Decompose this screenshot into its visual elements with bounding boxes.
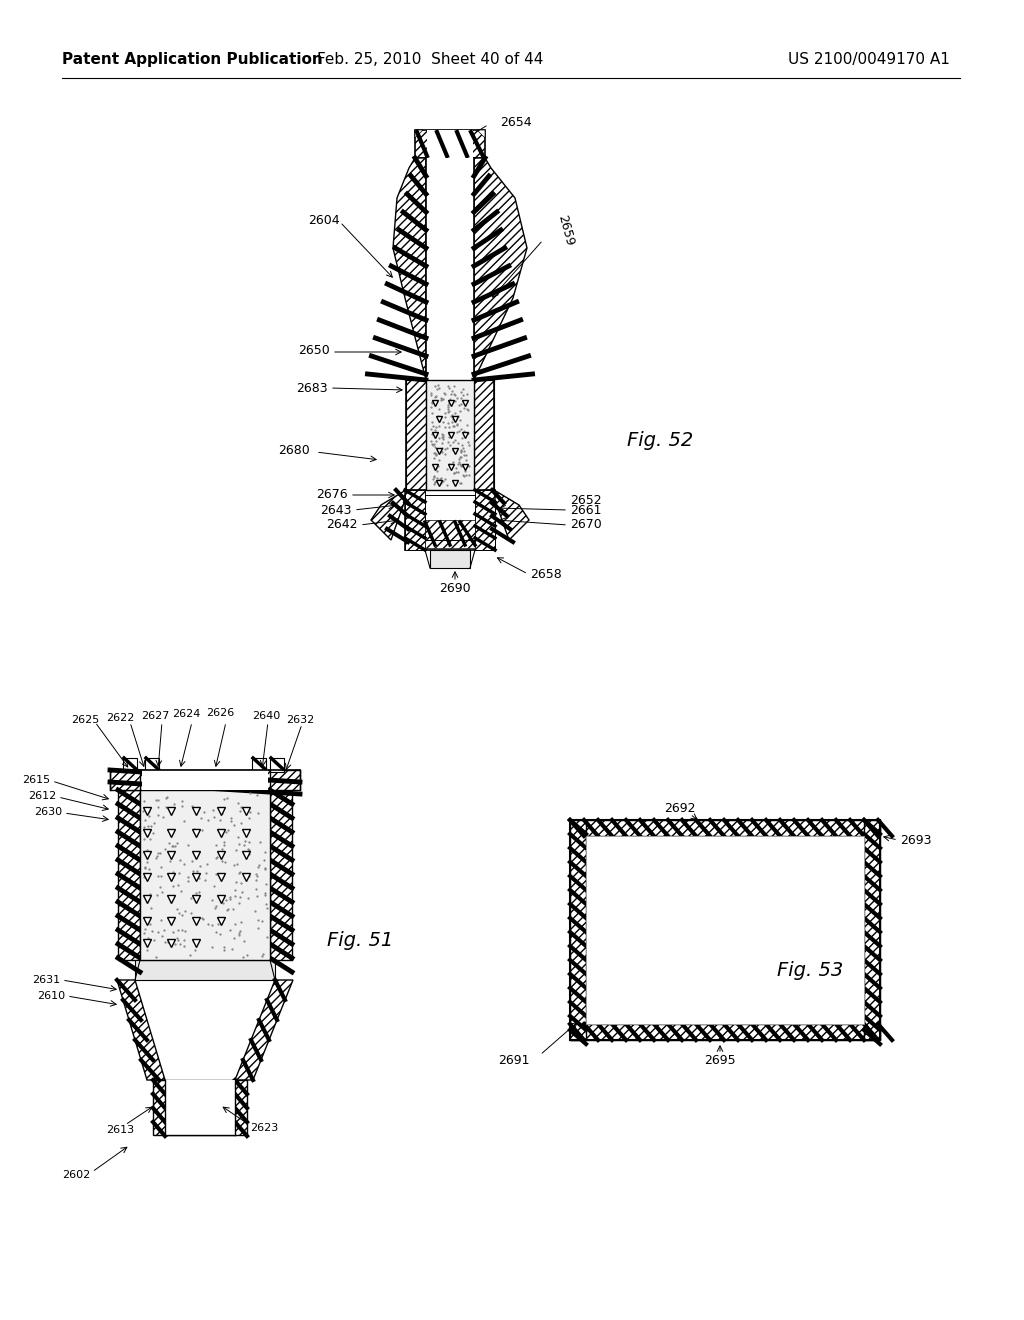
Text: Feb. 25, 2010  Sheet 40 of 44: Feb. 25, 2010 Sheet 40 of 44 <box>316 51 543 67</box>
Bar <box>135 960 275 979</box>
Text: 2693: 2693 <box>900 833 932 846</box>
Bar <box>586 836 864 1024</box>
Polygon shape <box>371 490 406 540</box>
Polygon shape <box>393 158 426 380</box>
Text: 2612: 2612 <box>28 791 56 801</box>
Bar <box>426 158 474 380</box>
Text: 2683: 2683 <box>296 381 328 395</box>
Text: US 2100/0049170 A1: US 2100/0049170 A1 <box>788 51 950 67</box>
Text: 2623: 2623 <box>250 1123 279 1133</box>
Text: 2624: 2624 <box>172 709 200 719</box>
Text: Fig. 52: Fig. 52 <box>627 430 693 450</box>
Bar <box>475 490 495 550</box>
Bar <box>570 820 880 1040</box>
Bar <box>123 758 137 772</box>
Text: 2625: 2625 <box>71 715 99 725</box>
Text: Fig. 53: Fig. 53 <box>777 961 843 979</box>
Text: 2659: 2659 <box>555 213 575 247</box>
Text: 2630: 2630 <box>34 807 62 817</box>
Text: 2632: 2632 <box>286 715 314 725</box>
Bar <box>270 789 292 960</box>
Bar <box>430 550 470 568</box>
Bar <box>570 820 880 836</box>
Bar <box>270 758 284 772</box>
Bar <box>570 1024 880 1040</box>
Bar <box>142 770 268 789</box>
Bar <box>165 1080 234 1135</box>
Bar <box>406 490 425 550</box>
Text: 2640: 2640 <box>252 711 281 721</box>
Text: 2691: 2691 <box>499 1053 530 1067</box>
Text: 2661: 2661 <box>570 503 601 516</box>
Bar <box>425 520 475 548</box>
Polygon shape <box>477 129 485 139</box>
Text: 2604: 2604 <box>308 214 340 227</box>
Polygon shape <box>415 129 423 139</box>
Bar <box>426 380 474 490</box>
Bar <box>406 380 426 490</box>
Text: 2654: 2654 <box>500 116 531 128</box>
Text: 2613: 2613 <box>105 1125 134 1135</box>
Bar <box>427 129 473 158</box>
Polygon shape <box>494 490 529 540</box>
Text: 2650: 2650 <box>298 343 330 356</box>
Text: 2670: 2670 <box>570 519 602 532</box>
Bar <box>153 1080 247 1135</box>
Text: 2631: 2631 <box>32 975 60 985</box>
Text: 2615: 2615 <box>22 775 50 785</box>
Text: 2626: 2626 <box>206 708 234 718</box>
Bar <box>145 758 159 772</box>
Text: 2627: 2627 <box>141 711 169 721</box>
Polygon shape <box>474 158 527 380</box>
Text: 2690: 2690 <box>439 582 471 594</box>
Text: 2680: 2680 <box>279 444 310 457</box>
Polygon shape <box>117 979 165 1080</box>
Bar <box>140 789 270 960</box>
Bar <box>474 380 494 490</box>
Text: 2643: 2643 <box>321 503 352 516</box>
Bar <box>864 820 880 1040</box>
Text: 2610: 2610 <box>37 991 65 1001</box>
Bar <box>110 770 300 789</box>
Text: 2676: 2676 <box>316 488 348 502</box>
Polygon shape <box>415 129 485 158</box>
Polygon shape <box>234 979 293 1080</box>
Text: 2692: 2692 <box>665 801 695 814</box>
Bar <box>118 789 140 960</box>
Text: 2602: 2602 <box>61 1170 90 1180</box>
Text: 2695: 2695 <box>705 1053 736 1067</box>
Bar <box>252 758 266 772</box>
Text: 2652: 2652 <box>570 494 602 507</box>
Text: 2622: 2622 <box>105 713 134 723</box>
Text: Patent Application Publication: Patent Application Publication <box>62 51 323 67</box>
Text: 2642: 2642 <box>327 519 358 532</box>
Text: Fig. 51: Fig. 51 <box>327 931 393 949</box>
Bar <box>570 820 586 1040</box>
Text: 2658: 2658 <box>530 569 562 582</box>
Bar <box>406 490 495 550</box>
